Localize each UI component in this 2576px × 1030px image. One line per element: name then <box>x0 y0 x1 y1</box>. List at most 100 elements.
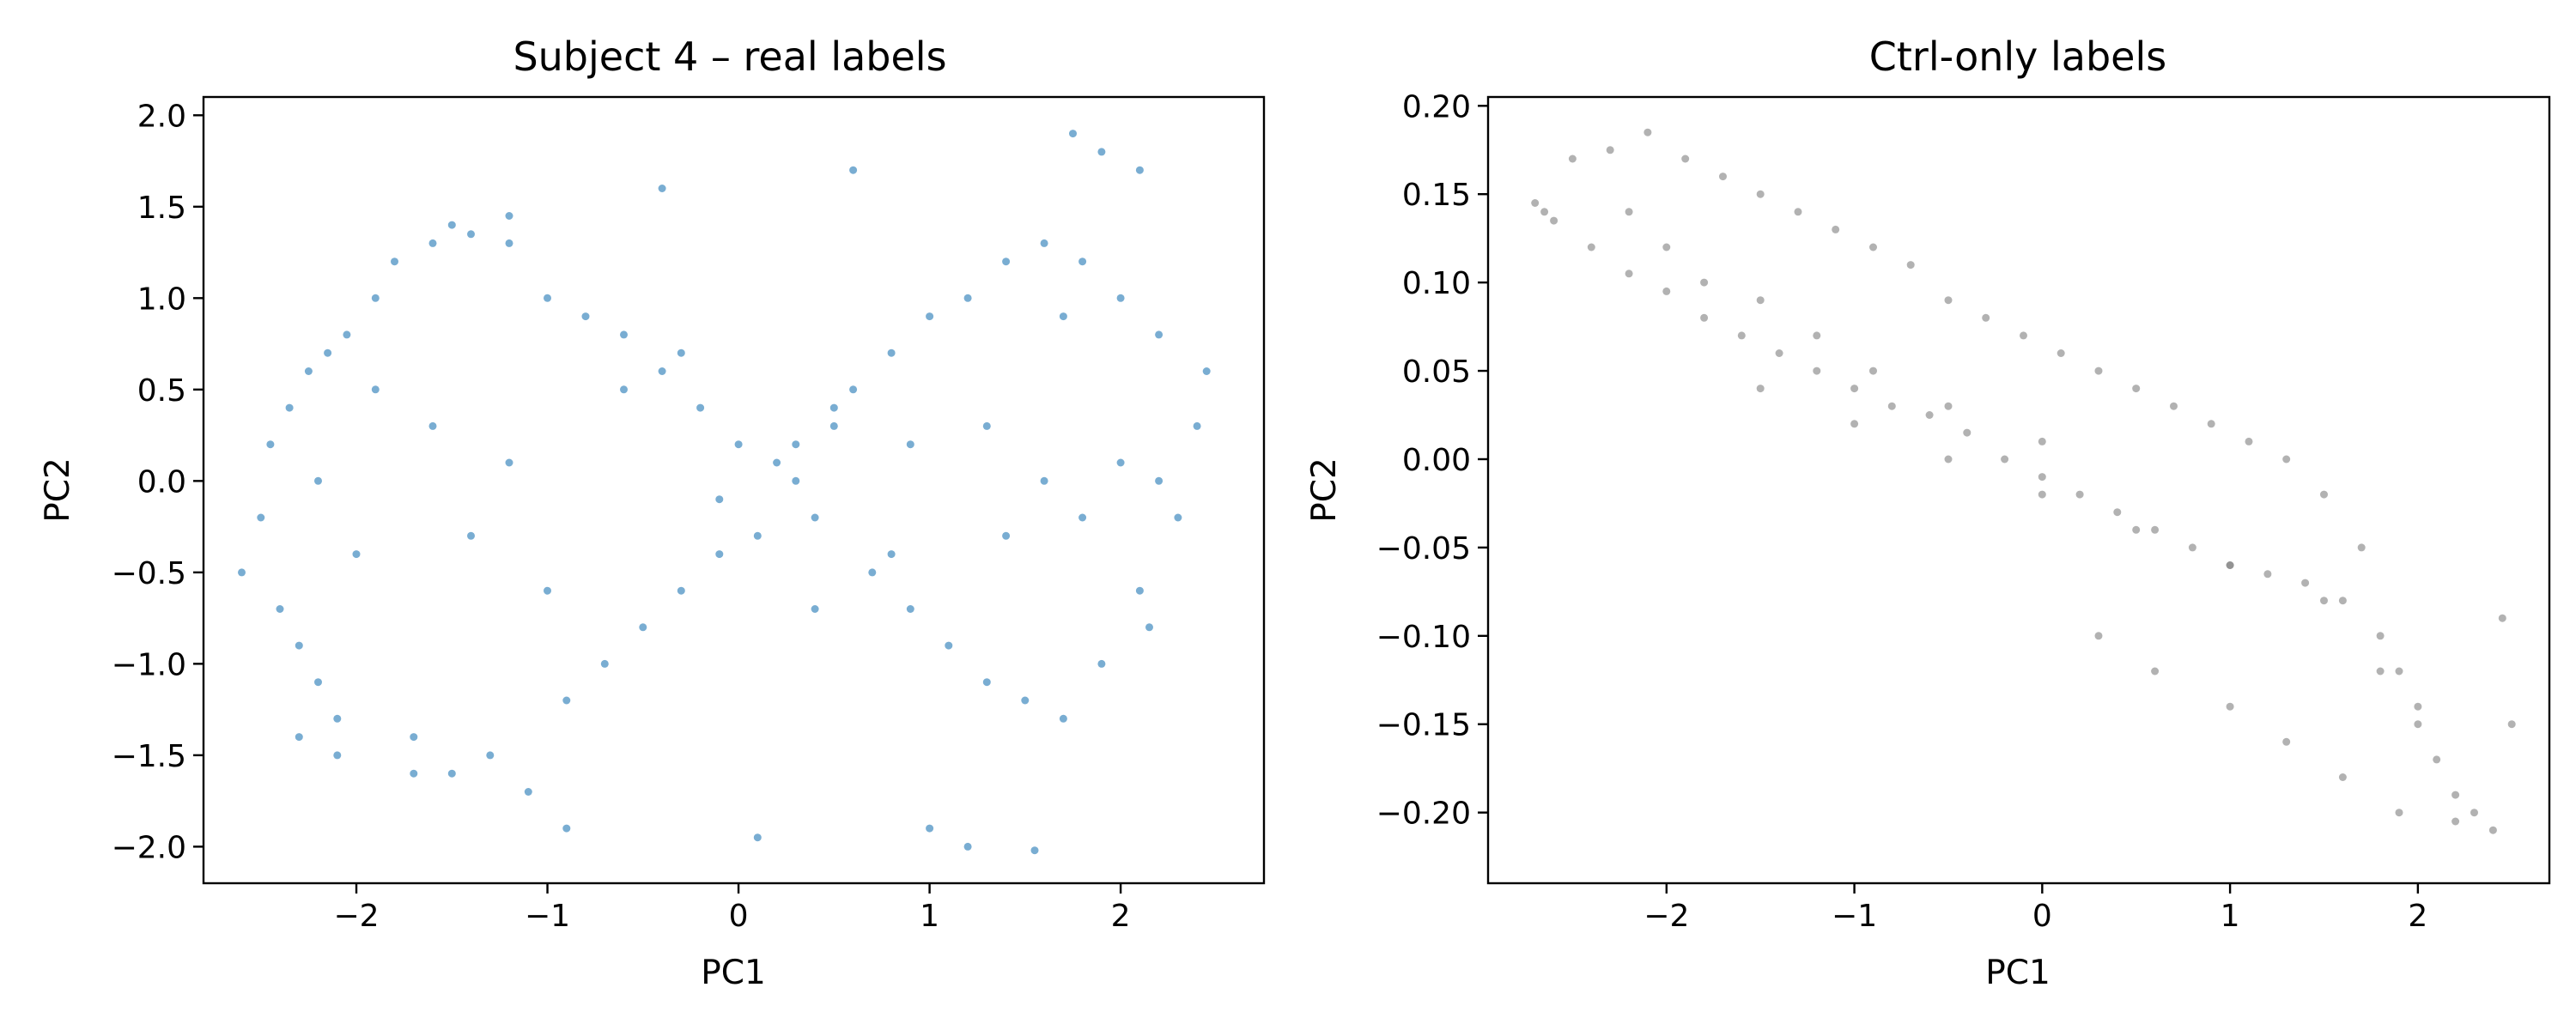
left-point <box>1145 623 1153 632</box>
right-point <box>1794 208 1802 216</box>
left-point <box>295 733 303 742</box>
left-point <box>1174 513 1182 522</box>
right-y-tick-label: 0.05 <box>1402 354 1471 390</box>
right-point <box>2301 579 2310 587</box>
right-point <box>1700 313 1709 322</box>
left-point <box>1040 476 1048 485</box>
left-point <box>544 294 551 302</box>
left-point <box>887 550 896 559</box>
left-y-tick-label: 1.0 <box>137 282 186 317</box>
right-x-tick-label: −1 <box>1832 899 1877 934</box>
left-point <box>304 367 313 375</box>
right-point <box>2338 597 2347 605</box>
left-point <box>963 294 972 302</box>
right-point <box>2001 455 2009 464</box>
right-point <box>2075 490 2084 499</box>
left-point <box>753 833 762 842</box>
right-x-tick-label: 1 <box>2221 899 2240 934</box>
left-point <box>945 641 953 650</box>
left-point <box>276 605 284 613</box>
right-y-ticks: −0.20 −0.15 −0.10 −0.05 0.00 0.05 0.10 0.15 0.20 <box>1376 89 1488 832</box>
right-point <box>2376 632 2385 640</box>
right-point <box>1662 243 1671 251</box>
left-x-tick-label: 2 <box>1111 899 1131 934</box>
left-y-tick-label: −0.5 <box>112 556 186 591</box>
right-point <box>1625 208 1633 216</box>
left-point <box>753 531 762 540</box>
left-point <box>295 641 303 650</box>
right-plot-frame <box>1486 95 2551 885</box>
right-x-tick-label: −2 <box>1643 899 1689 934</box>
right-point <box>1869 243 1877 251</box>
left-point <box>906 440 914 449</box>
right-point <box>2094 632 2103 640</box>
left-point <box>1078 258 1087 266</box>
left-point <box>447 769 456 778</box>
left-point <box>982 678 991 687</box>
right-y-tick-label: −0.15 <box>1376 708 1471 743</box>
left-point <box>1059 312 1067 321</box>
right-point <box>1944 455 1953 464</box>
right-point <box>2357 543 2366 552</box>
right-point <box>1568 154 1577 163</box>
right-point <box>1756 385 1765 393</box>
right-x-tick-label: 2 <box>2408 899 2427 934</box>
left-point <box>600 659 609 668</box>
left-y-tick-label: 2.0 <box>137 99 186 134</box>
right-point <box>1925 411 1934 419</box>
left-point <box>238 568 246 577</box>
right-subplot: Ctrl-only labels −2 −1 0 1 2 −0.20 −0.15 −0.10… <box>1305 33 2551 992</box>
right-point <box>1832 225 1840 233</box>
right-point <box>1625 270 1633 278</box>
right-point <box>1869 367 1877 375</box>
right-point <box>2057 349 2065 357</box>
right-y-tick-label: −0.05 <box>1376 531 1471 566</box>
right-point <box>2488 826 2497 834</box>
right-point <box>2470 809 2478 817</box>
right-point <box>2020 331 2027 340</box>
right-point <box>2414 702 2422 711</box>
left-point <box>1002 258 1011 266</box>
left-point <box>562 824 571 833</box>
left-point <box>792 440 800 449</box>
left-x-ticks: −2 −1 0 1 2 <box>333 883 1131 934</box>
left-y-axis-label: PC2 <box>39 457 77 523</box>
left-x-tick-label: 1 <box>920 899 939 934</box>
left-point <box>524 788 532 796</box>
right-point <box>1662 287 1671 295</box>
right-point <box>1813 331 1821 340</box>
right-chart-title: Ctrl-only labels <box>1869 33 2166 80</box>
left-point <box>829 403 838 412</box>
left-point <box>677 348 685 357</box>
left-point <box>314 678 322 687</box>
left-point <box>1078 513 1087 522</box>
right-point <box>2038 490 2046 499</box>
right-point <box>2226 702 2234 711</box>
left-point <box>1116 294 1125 302</box>
left-point <box>333 714 342 723</box>
left-point <box>391 258 398 266</box>
left-x-tick-label: −1 <box>525 899 570 934</box>
left-point <box>314 476 322 485</box>
left-y-tick-label: −1.0 <box>112 647 186 682</box>
right-point <box>2498 614 2506 622</box>
left-point <box>982 421 991 430</box>
left-y-ticks: −2.0 −1.5 −1.0 −0.5 0.0 0.5 1.0 1.5 2.0 <box>112 99 204 865</box>
left-point <box>639 623 647 632</box>
left-point <box>467 230 475 239</box>
right-point <box>2038 437 2046 445</box>
left-point <box>1097 148 1106 156</box>
right-point <box>2338 773 2347 781</box>
left-point <box>505 239 513 247</box>
right-point <box>1982 313 1990 322</box>
left-point <box>811 513 819 522</box>
right-y-tick-label: 0.20 <box>1402 89 1471 124</box>
right-points-layer <box>1531 128 2516 834</box>
left-point <box>1135 586 1144 595</box>
right-point <box>1700 278 1709 287</box>
left-point <box>505 458 513 467</box>
left-point <box>677 586 685 595</box>
right-point <box>2170 402 2178 410</box>
left-point <box>1097 659 1106 668</box>
right-point <box>2113 508 2122 517</box>
